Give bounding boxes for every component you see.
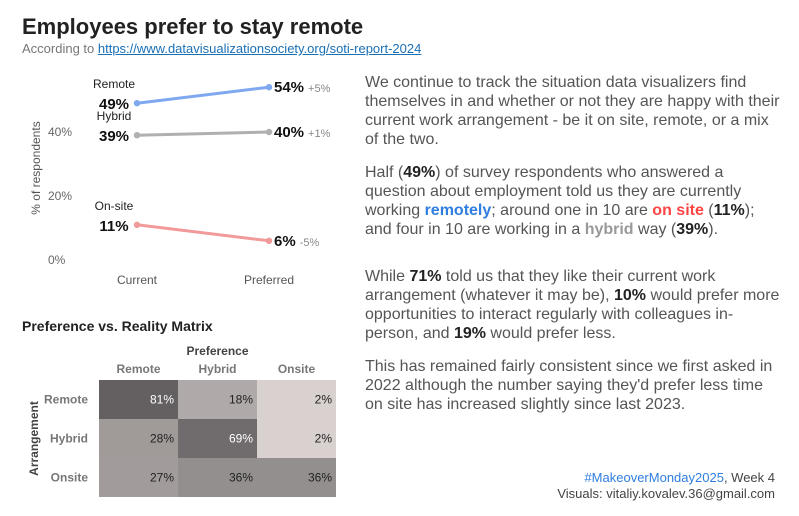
heatmap-cell bbox=[257, 419, 336, 458]
data-point-start bbox=[133, 132, 141, 139]
cell-value-label: 27% bbox=[150, 471, 174, 485]
text-span: told us that they like their current wor… bbox=[365, 268, 716, 304]
y-tick-label: 0% bbox=[48, 253, 66, 267]
narrative-paragraph-3: While 71% told us that they like their c… bbox=[365, 267, 780, 343]
x-tick-label: Preferred bbox=[244, 273, 294, 287]
heatmap-cell bbox=[178, 419, 257, 458]
end-value-label: 6% -5% bbox=[274, 233, 319, 250]
cell-value-label: 28% bbox=[150, 432, 174, 446]
end-value-label: 54% +5% bbox=[274, 79, 331, 96]
text-span: way ( bbox=[633, 221, 677, 238]
series-name-remote: Remote bbox=[93, 77, 135, 91]
cell-value-label: 18% bbox=[229, 393, 253, 407]
text-span: ); and four in 10 are working in a bbox=[365, 202, 755, 238]
source-link[interactable]: https://www.datavisualizationsociety.org… bbox=[97, 41, 422, 56]
hybrid-highlight: hybrid bbox=[584, 221, 634, 238]
data-point-start bbox=[133, 100, 141, 107]
text-span: ( bbox=[703, 202, 714, 219]
column-header: Remote bbox=[116, 362, 160, 376]
start-value-label: 39% bbox=[99, 128, 129, 145]
emphasis: 71% bbox=[409, 268, 442, 285]
emphasis: 39% bbox=[676, 221, 709, 238]
heatmap-cell bbox=[257, 380, 336, 419]
footer-line-1: #MakeoverMonday2025, Week 4 bbox=[557, 470, 775, 486]
y-tick-label: 40% bbox=[48, 125, 72, 139]
page-title: Employees prefer to stay remote bbox=[22, 14, 364, 39]
narrative: We continue to track the situation data … bbox=[365, 73, 780, 428]
narrative-paragraph-4: This has remained fairly consistent sinc… bbox=[365, 358, 773, 413]
emphasis: 19% bbox=[453, 325, 486, 342]
x-axis-label: Preference bbox=[186, 344, 248, 358]
hashtag[interactable]: #MakeoverMonday2025 bbox=[584, 470, 724, 485]
narrative-paragraph-2: Half (49%) of survey respondents who ans… bbox=[365, 163, 780, 239]
slope-chart: % of respondents 0% 20% 40% Current Preferred… bbox=[29, 77, 331, 287]
onsite-highlight: on site bbox=[652, 202, 704, 219]
text-span: ; around one in 10 are bbox=[491, 202, 653, 219]
matrix-title: Preference vs. Reality Matrix bbox=[22, 318, 213, 334]
y-axis-label: % of respondents bbox=[29, 121, 43, 214]
footer: #MakeoverMonday2025, Week 4 Visuals: vit… bbox=[557, 470, 775, 502]
column-header: Hybrid bbox=[198, 362, 236, 376]
page-subtitle: According to https://www.datavisualizati… bbox=[22, 41, 421, 56]
y-tick-label: 20% bbox=[48, 189, 72, 203]
cell-value-label: 2% bbox=[315, 393, 333, 407]
heatmap-cell bbox=[99, 419, 178, 458]
row-header: Onsite bbox=[51, 471, 89, 485]
heatmap-cell bbox=[257, 458, 336, 497]
remote-highlight: remotely bbox=[424, 202, 492, 219]
text-span: ). bbox=[708, 221, 719, 238]
emphasis: 10% bbox=[614, 287, 647, 304]
y-axis-label: Arrangement bbox=[27, 401, 41, 476]
week-label: , Week 4 bbox=[723, 470, 775, 485]
heatmap-cell bbox=[178, 458, 257, 497]
text-span: ) of survey respondents who answered a q… bbox=[365, 164, 742, 219]
series-line-hybrid bbox=[136, 130, 270, 137]
series-line-remote bbox=[136, 85, 270, 105]
cell-value-label: 81% bbox=[150, 393, 174, 407]
text-span: Half ( bbox=[365, 164, 404, 181]
cell-value-label: 36% bbox=[308, 471, 332, 485]
series-name-onsite: On-site bbox=[95, 199, 134, 213]
row-header: Hybrid bbox=[50, 432, 88, 446]
credit: Visuals: vitaliy.kovalev.36@gmail.com bbox=[557, 486, 775, 501]
series-line-onsite bbox=[136, 223, 270, 243]
series-name-hybrid: Hybrid bbox=[97, 109, 132, 123]
text-span: would prefer more opportunities to inter… bbox=[365, 287, 780, 342]
cell-value-label: 2% bbox=[315, 432, 333, 446]
text-span: While bbox=[365, 268, 410, 285]
heatmap-cell bbox=[99, 458, 178, 497]
cell-value-label: 36% bbox=[229, 471, 253, 485]
start-value-label: 11% bbox=[99, 218, 128, 235]
subtitle-prefix: According to bbox=[22, 41, 98, 56]
data-point-end bbox=[265, 128, 273, 136]
heatmap-cell bbox=[178, 380, 257, 419]
emphasis: 49% bbox=[403, 164, 436, 181]
text-span: would prefer less. bbox=[485, 325, 616, 342]
emphasis: 11% bbox=[713, 202, 745, 219]
row-header: Remote bbox=[44, 393, 88, 407]
data-point-start bbox=[133, 221, 141, 228]
end-value-label: 40% +1% bbox=[274, 124, 331, 141]
data-point-end bbox=[265, 84, 273, 91]
narrative-paragraph-1: We continue to track the situation data … bbox=[365, 74, 780, 148]
column-header: Onsite bbox=[278, 362, 316, 376]
start-value-label: 49% bbox=[99, 96, 129, 113]
cell-value-label: 69% bbox=[229, 432, 253, 446]
x-tick-label: Current bbox=[117, 273, 158, 287]
heatmap-cell bbox=[99, 380, 178, 419]
data-point-end bbox=[265, 237, 273, 244]
